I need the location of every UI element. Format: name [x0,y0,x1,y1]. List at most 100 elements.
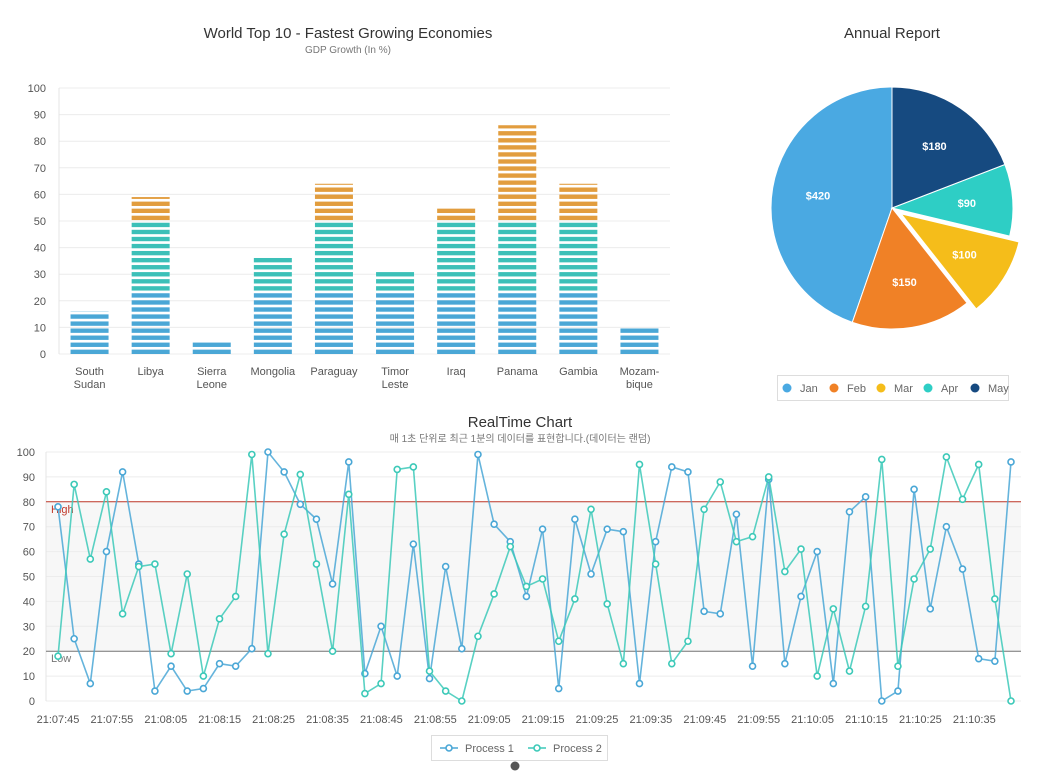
bar-segment [559,236,598,242]
annual-pie-chart: Annual Report $420 $150 $100 $90 $180 Jan Feb… [770,25,1020,401]
pie-legend-item[interactable]: Mar [876,383,914,395]
bar-segment [253,314,292,319]
bar-segment [498,131,537,136]
bar-segment [253,335,292,340]
pager-dot-icon[interactable] [510,761,520,771]
line-point [167,649,175,658]
line-point [764,473,773,481]
line-y-tick-label: 70 [23,522,35,534]
bar-segment [498,145,537,150]
line-legend-item[interactable]: Process 1 [440,743,514,755]
line-point [70,480,78,489]
line-point [829,679,838,688]
bar-segment [131,279,170,284]
bar-x-tick-label: Libya [138,366,165,378]
bar-segment [437,300,476,305]
bar-segment [131,321,170,326]
bar-segment [498,286,537,291]
line-point [231,662,240,670]
pie-legend-item[interactable]: Feb [829,383,866,395]
line-point [183,687,192,695]
pie-chart-slices [770,86,1020,330]
pie-slice [851,206,968,330]
line-point [781,659,789,668]
bar-segment [376,349,415,354]
bar-segment [559,307,598,312]
pie-chart-legend[interactable]: Jan Feb Mar Apr May [777,375,1010,401]
line-point [393,465,402,474]
pie-value-label: $100 [952,249,976,261]
line-point [587,505,595,514]
line-point [86,679,95,688]
line-series [54,448,1015,705]
gdp-bar-chart: World Top 10 - Fastest Growing Economies… [28,25,670,391]
line-point [716,610,725,618]
bar-y-tick-label: 30 [34,269,46,281]
line-point [845,667,854,675]
line-x-tick-label: 21:08:15 [198,714,241,726]
line-chart-series [54,448,1015,705]
bar-segment [498,152,537,157]
bar-segment [559,314,598,319]
line-legend-item[interactable]: Process 2 [528,743,602,755]
bar-chart-bars [70,125,659,354]
bar-segment [131,257,170,263]
line-point [409,463,418,471]
bar-segment [131,265,170,270]
bar [376,272,415,354]
line-point [910,575,918,583]
bar-y-tick-label: 0 [40,349,46,361]
line-point [474,450,482,459]
line-point [54,502,62,511]
bar-segment [498,279,537,284]
bar-chart-subtitle: GDP Growth (In %) [305,45,391,56]
bar-segment [437,215,476,221]
bar-segment [314,328,353,333]
bar-segment [437,349,476,354]
line-x-tick-label: 21:09:55 [737,714,780,726]
line-x-tick-label: 21:09:45 [683,714,726,726]
bar-segment [131,300,170,305]
bar-segment [559,183,598,185]
line-legend-box [431,735,608,761]
pie-legend-item[interactable]: Apr [923,383,959,395]
bar-segment [314,243,353,249]
line-chart-y-axis: 0 10 20 30 40 50 60 70 80 90 100 [17,447,35,708]
pie-legend-item[interactable]: May [970,383,1010,395]
bar-segment [559,187,598,192]
line-chart-title: RealTime Chart [468,414,573,431]
bar-segment [314,215,353,221]
bar-segment [70,335,109,340]
line-point [684,468,692,476]
bar-segment [498,293,537,298]
line-point [813,672,821,680]
bar-segment [498,307,537,312]
bar-segment [559,194,598,199]
line-point [554,637,563,646]
bar-segment [498,236,537,242]
bar-segment [70,328,109,333]
line-x-tick-label: 21:09:25 [576,714,619,726]
line-chart-legend[interactable]: Process 1 Process 2 [431,735,608,761]
legend-marker-icon [829,383,839,393]
bar-y-tick-label: 80 [34,136,46,148]
bar-segment [437,257,476,263]
pie-value-label: $420 [806,191,830,203]
bar-segment [131,222,170,228]
bar-segment [376,314,415,319]
bar-segment [437,208,476,214]
pie-slice [891,86,1006,209]
line-point [1007,458,1015,466]
pie-legend-item[interactable]: Jan [782,383,818,395]
line-point [458,697,466,705]
bar-segment [314,183,353,185]
line-y-tick-label: 100 [17,447,35,459]
bar-segment [314,222,353,228]
bar-segment [498,300,537,305]
bar-segment [131,201,170,206]
line-point [700,505,708,514]
bar-segment [131,197,170,199]
bar-segment [376,307,415,312]
line-series [54,450,1015,705]
